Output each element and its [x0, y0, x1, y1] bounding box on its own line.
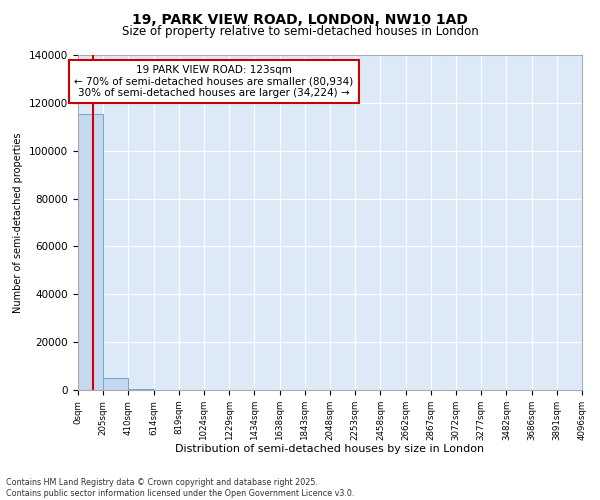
- Bar: [78, 114, 103, 390]
- X-axis label: Distribution of semi-detached houses by size in London: Distribution of semi-detached houses by …: [175, 444, 485, 454]
- Y-axis label: Number of semi-detached properties: Number of semi-detached properties: [13, 132, 23, 313]
- Text: 19, PARK VIEW ROAD, LONDON, NW10 1AD: 19, PARK VIEW ROAD, LONDON, NW10 1AD: [132, 12, 468, 26]
- Text: 19 PARK VIEW ROAD: 123sqm
← 70% of semi-detached houses are smaller (80,934)
30%: 19 PARK VIEW ROAD: 123sqm ← 70% of semi-…: [74, 65, 354, 98]
- Text: Size of property relative to semi-detached houses in London: Size of property relative to semi-detach…: [122, 25, 478, 38]
- Text: Contains HM Land Registry data © Crown copyright and database right 2025.
Contai: Contains HM Land Registry data © Crown c…: [6, 478, 355, 498]
- Bar: [128, 389, 154, 390]
- Bar: [103, 378, 128, 390]
